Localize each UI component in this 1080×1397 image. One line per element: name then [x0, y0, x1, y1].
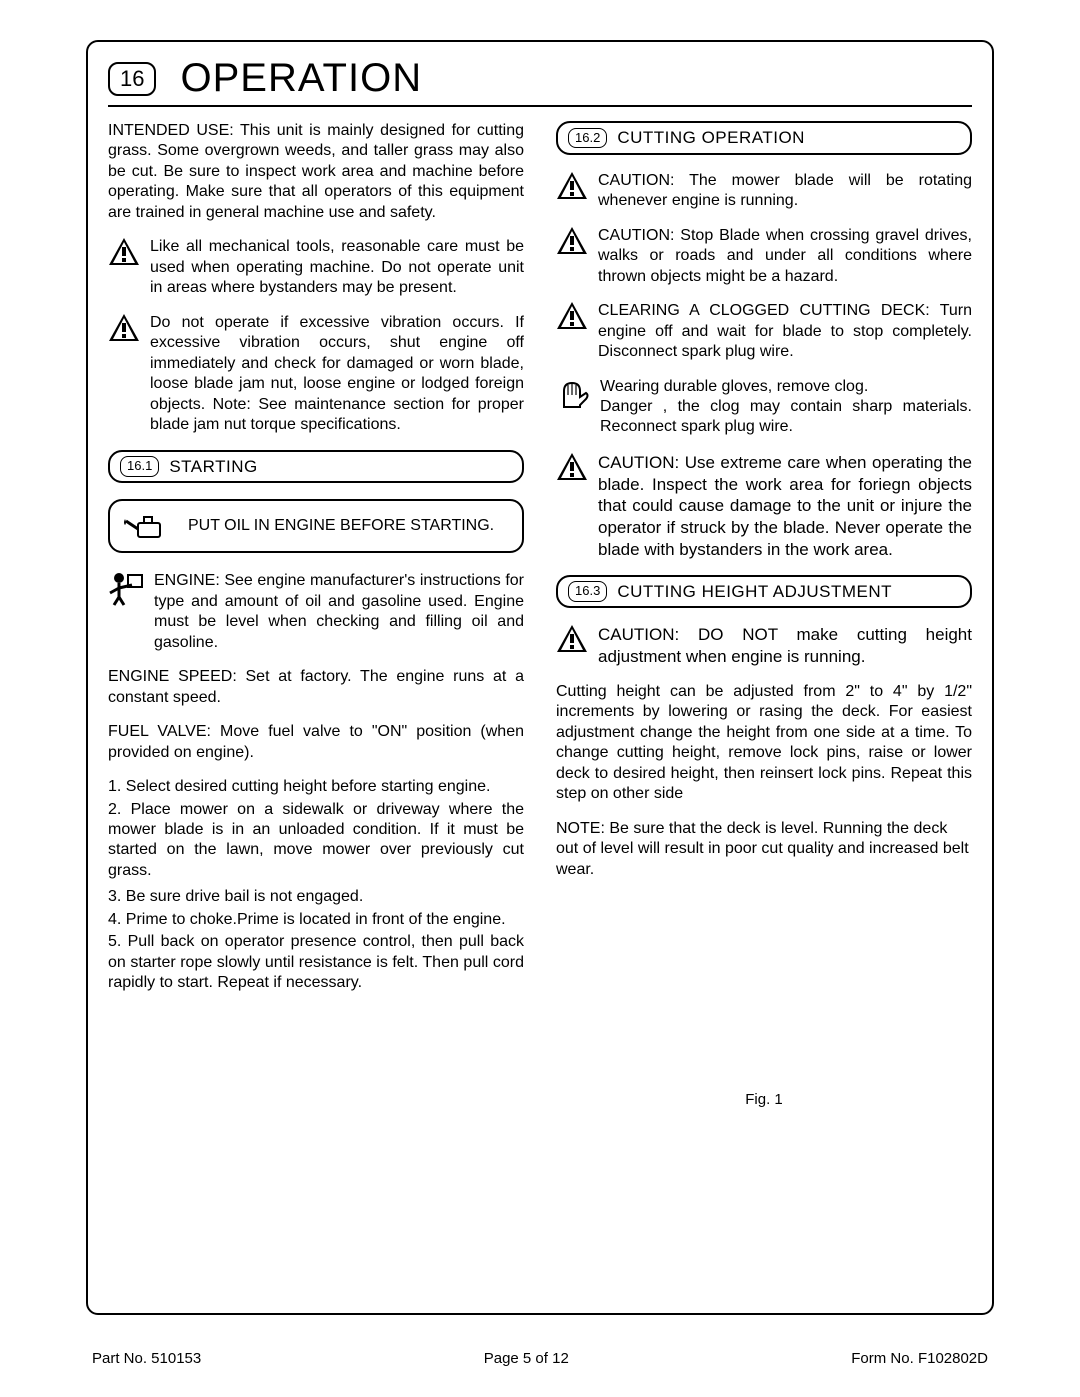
- warning-block-r3: CLEARING A CLOGGED CUTTING DECK: Turn en…: [556, 301, 972, 362]
- oil-can-icon: [122, 509, 172, 543]
- glove-block: Wearing durable gloves, remove clog. Dan…: [556, 377, 972, 438]
- warning-text-r2: CAUTION: Stop Blade when crossing gravel…: [598, 226, 972, 287]
- read-manual-icon: [108, 571, 144, 607]
- subsection-number: 16.2: [568, 128, 607, 149]
- page-title: OPERATION: [180, 56, 422, 101]
- warning-text-1: Like all mechanical tools, reasonable ca…: [150, 237, 524, 298]
- warning-block-r1: CAUTION: The mower blade will be rotatin…: [556, 171, 972, 212]
- subsection-number: 16.1: [120, 456, 159, 477]
- engine-speed-text: ENGINE SPEED: Set at factory. The engine…: [108, 667, 524, 708]
- glove-text: Wearing durable gloves, remove clog. Dan…: [600, 377, 972, 438]
- section-16-2-header: 16.2 CUTTING OPERATION: [556, 121, 972, 155]
- section-number-badge: 16: [108, 62, 156, 96]
- page-footer: Part No. 510153 Page 5 of 12 Form No. F1…: [86, 1350, 994, 1367]
- oil-callout-text: PUT OIL IN ENGINE BEFORE STARTING.: [188, 516, 494, 536]
- intended-use-text: INTENDED USE: This unit is mainly design…: [108, 121, 524, 223]
- fuel-valve-text: FUEL VALVE: Move fuel valve to "ON" posi…: [108, 722, 524, 763]
- right-column: 16.2 CUTTING OPERATION CAUTION: The mowe…: [556, 121, 972, 1109]
- warning-text-r4: CAUTION: Use extreme care when operating…: [598, 452, 972, 561]
- warning-icon: [108, 237, 140, 267]
- subsection-title: STARTING: [169, 456, 257, 478]
- warning-icon: [556, 624, 588, 654]
- warning-block-r4: CAUTION: Use extreme care when operating…: [556, 452, 972, 561]
- part-number: Part No. 510153: [92, 1350, 201, 1367]
- warning-text-r5: CAUTION: DO NOT make cutting height adju…: [598, 624, 972, 668]
- page-frame: 16 OPERATION INTENDED USE: This unit is …: [86, 40, 994, 1315]
- warning-text-2: Do not operate if excessive vibration oc…: [150, 313, 524, 436]
- page-number: Page 5 of 12: [484, 1350, 569, 1367]
- form-number: Form No. F102802D: [851, 1350, 988, 1367]
- step-4: 4. Prime to choke.Prime is located in fr…: [108, 910, 524, 930]
- two-column-layout: INTENDED USE: This unit is mainly design…: [108, 121, 972, 1109]
- oil-callout: PUT OIL IN ENGINE BEFORE STARTING.: [108, 499, 524, 553]
- warning-icon: [108, 313, 140, 343]
- warning-icon: [556, 171, 588, 201]
- warning-block-2: Do not operate if excessive vibration oc…: [108, 313, 524, 436]
- subsection-number: 16.3: [568, 581, 607, 602]
- glove-icon: [556, 377, 590, 411]
- step-1: 1. Select desired cutting height before …: [108, 777, 524, 797]
- header: 16 OPERATION: [108, 56, 972, 101]
- step-5: 5. Pull back on operator presence contro…: [108, 932, 524, 993]
- warning-icon: [556, 301, 588, 331]
- figure-caption: Fig. 1: [556, 1090, 972, 1109]
- warning-icon: [556, 452, 588, 482]
- warning-block-r2: CAUTION: Stop Blade when crossing gravel…: [556, 226, 972, 287]
- warning-text-r3: CLEARING A CLOGGED CUTTING DECK: Turn en…: [598, 301, 972, 362]
- warning-block-1: Like all mechanical tools, reasonable ca…: [108, 237, 524, 298]
- subsection-title: CUTTING HEIGHT ADJUSTMENT: [617, 581, 892, 603]
- step-3: 3. Be sure drive bail is not engaged.: [108, 887, 524, 907]
- engine-text: ENGINE: See engine manufacturer's instru…: [154, 571, 524, 653]
- header-rule: [108, 105, 972, 107]
- warning-block-r5: CAUTION: DO NOT make cutting height adju…: [556, 624, 972, 668]
- section-16-3-header: 16.3 CUTTING HEIGHT ADJUSTMENT: [556, 575, 972, 609]
- subsection-title: CUTTING OPERATION: [617, 127, 805, 149]
- left-column: INTENDED USE: This unit is mainly design…: [108, 121, 524, 1109]
- height-adjust-text: Cutting height can be adjusted from 2" t…: [556, 682, 972, 805]
- step-2: 2. Place mower on a sidewalk or driveway…: [108, 800, 524, 882]
- section-16-1-header: 16.1 STARTING: [108, 450, 524, 484]
- warning-text-r1: CAUTION: The mower blade will be rotatin…: [598, 171, 972, 212]
- warning-icon: [556, 226, 588, 256]
- manual-block: ENGINE: See engine manufacturer's instru…: [108, 571, 524, 653]
- note-text: NOTE: Be sure that the deck is level. Ru…: [556, 819, 972, 880]
